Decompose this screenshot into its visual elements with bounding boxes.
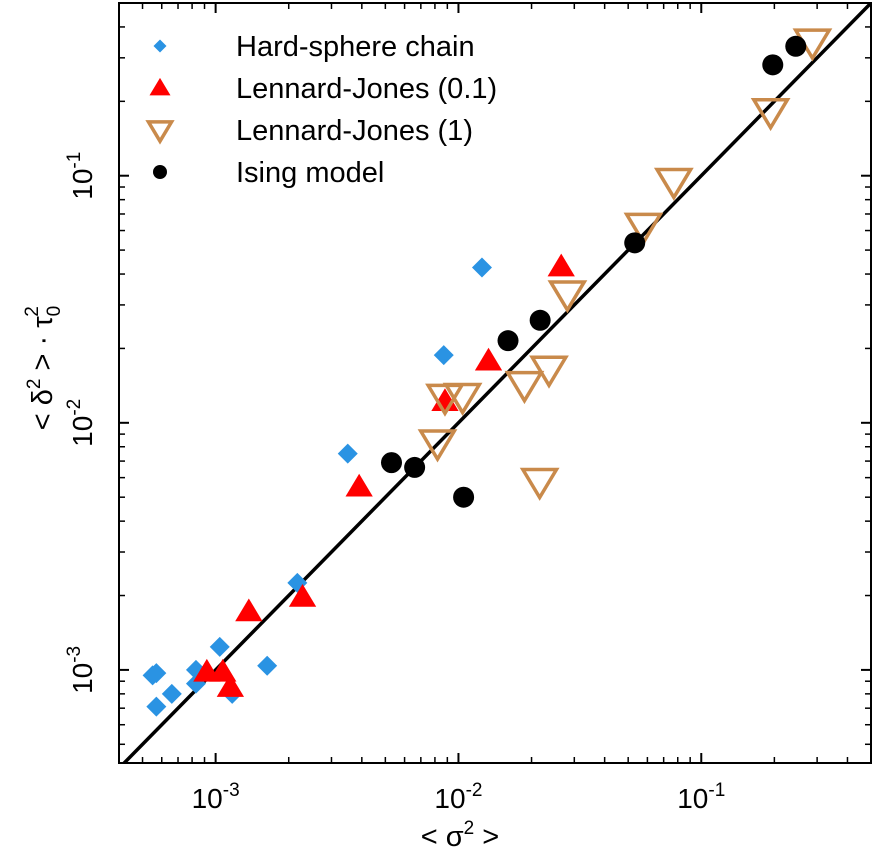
legend-item: Ising model bbox=[153, 157, 384, 189]
data-point bbox=[235, 598, 263, 622]
y-tick-label: 10-1 bbox=[64, 152, 98, 200]
y-tick-label: 10-3 bbox=[64, 646, 98, 694]
data-points bbox=[142, 28, 833, 717]
data-point bbox=[337, 443, 358, 464]
legend-marker-triangle-down bbox=[145, 120, 175, 145]
data-point bbox=[257, 655, 278, 676]
data-point bbox=[417, 429, 458, 463]
data-point bbox=[161, 683, 182, 704]
data-point bbox=[497, 330, 519, 352]
plot-frame bbox=[118, 2, 872, 764]
legend-item: Hard-sphere chain bbox=[153, 31, 475, 63]
legend-marker-circle bbox=[153, 165, 167, 179]
x-tick-label: 10-2 bbox=[434, 780, 482, 814]
data-point bbox=[653, 167, 694, 201]
data-point bbox=[216, 674, 245, 697]
data-point bbox=[529, 355, 569, 389]
data-point bbox=[433, 345, 454, 366]
data-point bbox=[785, 35, 807, 57]
legend-label: Hard-sphere chain bbox=[236, 31, 475, 63]
x-tick-label: 10-1 bbox=[677, 780, 725, 814]
axis-labels: 10-3 10-2 10-1 10-3 10-2 10-1 < σ2 > < δ2 > · τ… bbox=[22, 152, 725, 853]
legend-label: Lennard-Jones (1) bbox=[236, 115, 473, 147]
series-triangle-up bbox=[193, 253, 575, 697]
data-point bbox=[504, 370, 545, 405]
legend-marker-diamond bbox=[153, 39, 167, 53]
legend-item: Lennard-Jones (0.1) bbox=[149, 73, 497, 105]
data-point bbox=[547, 280, 588, 314]
data-point bbox=[519, 467, 560, 501]
x-tick-label: 10-3 bbox=[192, 780, 240, 814]
data-point bbox=[474, 347, 503, 371]
data-point bbox=[750, 97, 791, 132]
data-point bbox=[529, 309, 551, 331]
data-point bbox=[547, 253, 575, 277]
data-point bbox=[624, 232, 646, 254]
data-point bbox=[345, 473, 373, 497]
legend-label: Ising model bbox=[236, 157, 384, 189]
legend: Hard-sphere chain Lennard-Jones (0.1) Lenn… bbox=[145, 31, 497, 189]
axes bbox=[118, 2, 872, 764]
data-point bbox=[471, 257, 492, 278]
data-point bbox=[623, 212, 664, 246]
x-axis-label: < σ2 > bbox=[421, 818, 499, 853]
series-circle bbox=[380, 35, 807, 508]
legend-item: Lennard-Jones (1) bbox=[145, 115, 473, 147]
y-axis-label: < δ2 > · τ02 bbox=[22, 306, 65, 431]
data-point bbox=[762, 54, 784, 76]
data-point bbox=[146, 696, 167, 717]
legend-label: Lennard-Jones (0.1) bbox=[236, 73, 497, 105]
series-diamond bbox=[142, 257, 492, 717]
data-point bbox=[442, 382, 483, 416]
y-tick-label: 10-2 bbox=[64, 399, 98, 447]
data-point bbox=[288, 583, 317, 607]
data-point bbox=[404, 456, 426, 478]
data-point bbox=[453, 486, 475, 508]
data-point bbox=[142, 665, 163, 686]
legend-marker-triangle-up bbox=[149, 77, 171, 96]
data-point bbox=[380, 452, 402, 474]
data-point bbox=[209, 636, 230, 657]
series-triangle-down bbox=[417, 28, 833, 501]
